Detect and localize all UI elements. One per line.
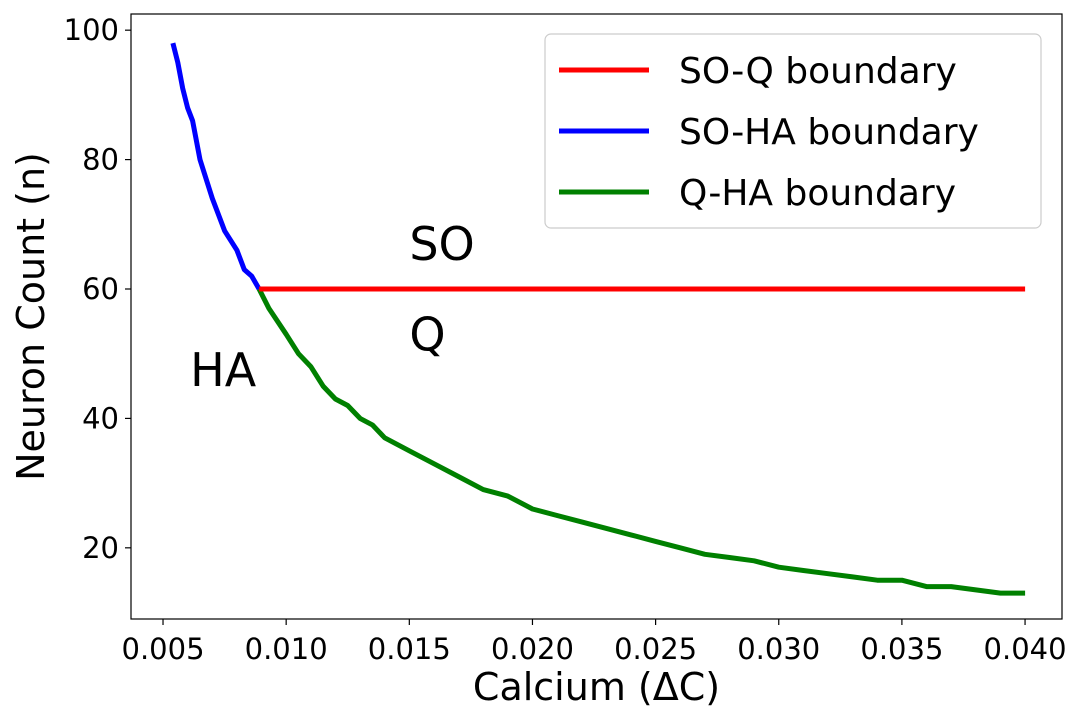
x-tick-label: 0.035 (860, 632, 943, 666)
legend-box (544, 33, 1042, 229)
x-tick-label: 0.015 (368, 632, 451, 666)
y-tick-label: 100 (64, 13, 119, 47)
x-tick-label: 0.030 (737, 632, 820, 666)
x-axis-label: Calcium (ΔC) (473, 665, 720, 709)
plot-area-frame (130, 13, 1063, 620)
legend-label: SO-Q boundary (679, 51, 957, 92)
x-tick-label: 0.040 (984, 632, 1067, 666)
region-label-q: Q (409, 307, 445, 361)
region-label-ha: HA (190, 343, 257, 397)
legend-label: SO-HA boundary (679, 112, 979, 153)
x-tick-label: 0.025 (614, 632, 697, 666)
region-label-so: SO (409, 217, 474, 271)
x-axis: 0.005 0.010 0.015 0.020 0.025 0.030 0.035 0.040 (122, 619, 1067, 666)
plot-lines (170, 42, 1026, 596)
legend-label: Q-HA boundary (679, 173, 956, 214)
y-axis: 20 40 60 80 100 (64, 13, 131, 565)
legend: SO-Q boundary SO-HA boundary Q-HA boundary (544, 33, 1042, 229)
series-line-q-ha-boundary (256, 287, 1026, 596)
region-annotations: SO Q HA (190, 217, 475, 397)
x-tick-label: 0.005 (122, 632, 205, 666)
y-tick-label: 80 (82, 143, 119, 177)
y-tick-label: 60 (82, 272, 119, 306)
y-tick-label: 20 (82, 531, 119, 565)
y-tick-label: 40 (82, 401, 119, 435)
x-tick-label: 0.020 (491, 632, 574, 666)
y-axis-label: Neuron Count (n) (9, 152, 53, 481)
x-tick-label: 0.010 (245, 632, 328, 666)
series-line-so-ha-boundary (170, 42, 262, 291)
